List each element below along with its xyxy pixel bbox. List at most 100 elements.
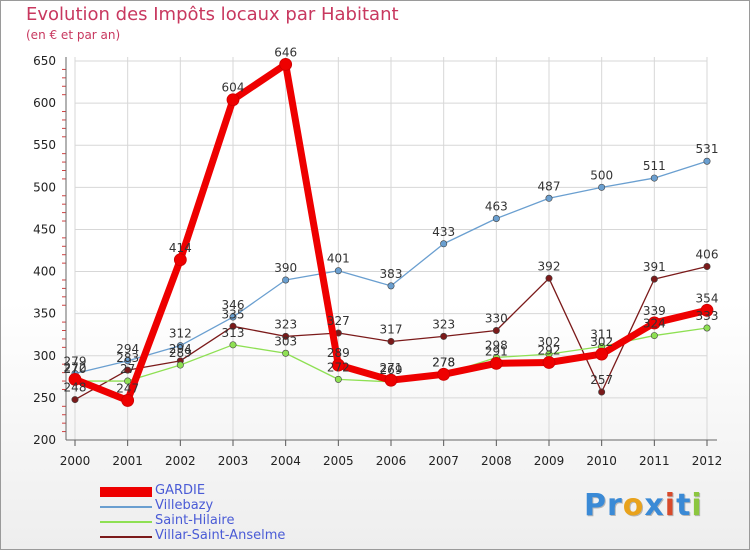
x-tick-label: 2003 bbox=[218, 454, 249, 468]
x-tick-label: 2010 bbox=[586, 454, 617, 468]
data-label-villar-saint-anselme: 283 bbox=[116, 351, 139, 365]
data-point-villar-saint-anselme bbox=[440, 332, 448, 340]
legend-label: Villebazy bbox=[155, 498, 214, 513]
logo-letter: i bbox=[691, 488, 703, 523]
legend-swatch bbox=[100, 506, 152, 508]
data-point-villar-saint-anselme bbox=[598, 388, 606, 396]
data-label-saint-hilaire: 298 bbox=[485, 338, 508, 352]
proxiti-logo: Proxiti bbox=[584, 488, 703, 523]
data-point-villar-saint-anselme bbox=[282, 332, 290, 340]
data-label-gardie: 271 bbox=[380, 361, 403, 375]
data-label-villebazy: 531 bbox=[696, 142, 719, 156]
data-label-gardie: 289 bbox=[327, 346, 350, 360]
data-point-villebazy bbox=[282, 276, 290, 284]
x-tick-label: 2008 bbox=[481, 454, 512, 468]
data-label-saint-hilaire: 303 bbox=[274, 334, 297, 348]
data-point-villebazy bbox=[124, 357, 132, 365]
data-point-gardie bbox=[489, 356, 503, 370]
data-point-villebazy bbox=[598, 183, 606, 191]
data-label-villebazy: 487 bbox=[538, 179, 561, 193]
data-label-villar-saint-anselme: 323 bbox=[432, 317, 455, 331]
y-tick-label: 550 bbox=[33, 138, 56, 152]
data-point-saint-hilaire bbox=[229, 341, 237, 349]
data-label-villebazy: 346 bbox=[222, 298, 245, 312]
data-point-villar-saint-anselme bbox=[229, 322, 237, 330]
data-point-saint-hilaire bbox=[334, 375, 342, 383]
data-point-gardie bbox=[647, 316, 661, 330]
data-point-villebazy bbox=[387, 282, 395, 290]
data-label-gardie: 247 bbox=[116, 381, 139, 395]
data-point-saint-hilaire bbox=[124, 377, 132, 385]
legend-swatch bbox=[100, 536, 152, 538]
y-tick-label: 600 bbox=[33, 96, 56, 110]
data-point-villar-saint-anselme bbox=[545, 274, 553, 282]
logo-letter: o bbox=[622, 488, 645, 523]
logo-letter: r bbox=[607, 488, 623, 523]
data-label-villebazy: 383 bbox=[380, 267, 403, 281]
data-label-villar-saint-anselme: 330 bbox=[485, 312, 508, 326]
logo-letter: x bbox=[644, 488, 665, 523]
data-point-gardie bbox=[384, 373, 398, 387]
y-tick-label: 500 bbox=[33, 180, 56, 194]
data-label-gardie: 272 bbox=[64, 360, 87, 374]
chart-title: Evolution des Impôts locaux par Habitant bbox=[26, 4, 399, 25]
data-point-villebazy bbox=[545, 194, 553, 202]
data-point-saint-hilaire bbox=[650, 332, 658, 340]
data-point-gardie bbox=[121, 394, 135, 407]
data-label-saint-hilaire: 311 bbox=[590, 328, 613, 342]
data-point-saint-hilaire bbox=[282, 349, 290, 357]
y-tick-label: 650 bbox=[33, 54, 56, 68]
data-label-villebazy: 463 bbox=[485, 199, 508, 213]
data-point-villebazy bbox=[703, 157, 711, 165]
data-point-saint-hilaire bbox=[176, 361, 184, 369]
x-tick-label: 2002 bbox=[165, 454, 196, 468]
data-label-villar-saint-anselme: 294 bbox=[169, 342, 192, 356]
logo-letter: i bbox=[664, 488, 677, 523]
data-label-villebazy: 511 bbox=[643, 159, 666, 173]
y-tick-label: 350 bbox=[33, 307, 56, 321]
data-point-gardie bbox=[173, 253, 187, 267]
data-point-villebazy bbox=[440, 240, 448, 248]
legend-label: Saint-Hilaire bbox=[155, 513, 235, 528]
data-label-saint-hilaire: 27 bbox=[120, 362, 135, 376]
data-label-villar-saint-anselme: 327 bbox=[327, 314, 350, 328]
x-tick-label: 2004 bbox=[270, 454, 301, 468]
data-label-gardie: 291 bbox=[485, 344, 508, 358]
x-tick-label: 2009 bbox=[534, 454, 565, 468]
data-label-gardie: 339 bbox=[643, 304, 666, 318]
data-label-villar-saint-anselme: 323 bbox=[274, 317, 297, 331]
data-label-villar-saint-anselme: 392 bbox=[538, 259, 561, 273]
data-point-villar-saint-anselme bbox=[492, 327, 500, 335]
data-point-gardie bbox=[437, 367, 451, 381]
data-label-saint-hilaire: 333 bbox=[696, 309, 719, 323]
logo-letter: t bbox=[676, 488, 692, 523]
data-label-villar-saint-anselme: 391 bbox=[643, 260, 666, 274]
data-point-villar-saint-anselme bbox=[703, 263, 711, 271]
data-point-villebazy bbox=[492, 214, 500, 222]
data-label-saint-hilaire: 272 bbox=[327, 360, 350, 374]
data-label-villebazy: 433 bbox=[432, 225, 455, 239]
data-point-gardie bbox=[542, 356, 556, 369]
y-tick-label: 400 bbox=[33, 265, 56, 279]
legend-label: Villar-Saint-Anselme bbox=[155, 528, 286, 543]
data-label-saint-hilaire: 270 bbox=[64, 362, 87, 376]
data-point-saint-hilaire bbox=[703, 324, 711, 332]
data-label-gardie: 414 bbox=[169, 241, 192, 255]
x-tick-label: 2006 bbox=[376, 454, 407, 468]
data-label-saint-hilaire: 278 bbox=[432, 355, 455, 369]
data-point-villar-saint-anselme bbox=[387, 337, 395, 345]
data-point-gardie bbox=[226, 93, 240, 107]
chart-subtitle: (en € et par an) bbox=[26, 28, 121, 42]
y-tick-label: 300 bbox=[33, 349, 56, 363]
data-point-villebazy bbox=[334, 267, 342, 275]
x-tick-label: 2011 bbox=[639, 454, 670, 468]
data-label-saint-hilaire: 289 bbox=[169, 346, 192, 360]
data-label-saint-hilaire: 313 bbox=[222, 326, 245, 340]
x-tick-label: 2001 bbox=[112, 454, 143, 468]
data-label-villar-saint-anselme: 317 bbox=[380, 322, 403, 336]
data-label-saint-hilaire: 269 bbox=[380, 363, 403, 377]
y-tick-label: 200 bbox=[33, 433, 56, 447]
legend-label: GARDIE bbox=[155, 483, 206, 498]
data-label-villebazy: 279 bbox=[64, 354, 87, 368]
x-tick-label: 2007 bbox=[428, 454, 459, 468]
